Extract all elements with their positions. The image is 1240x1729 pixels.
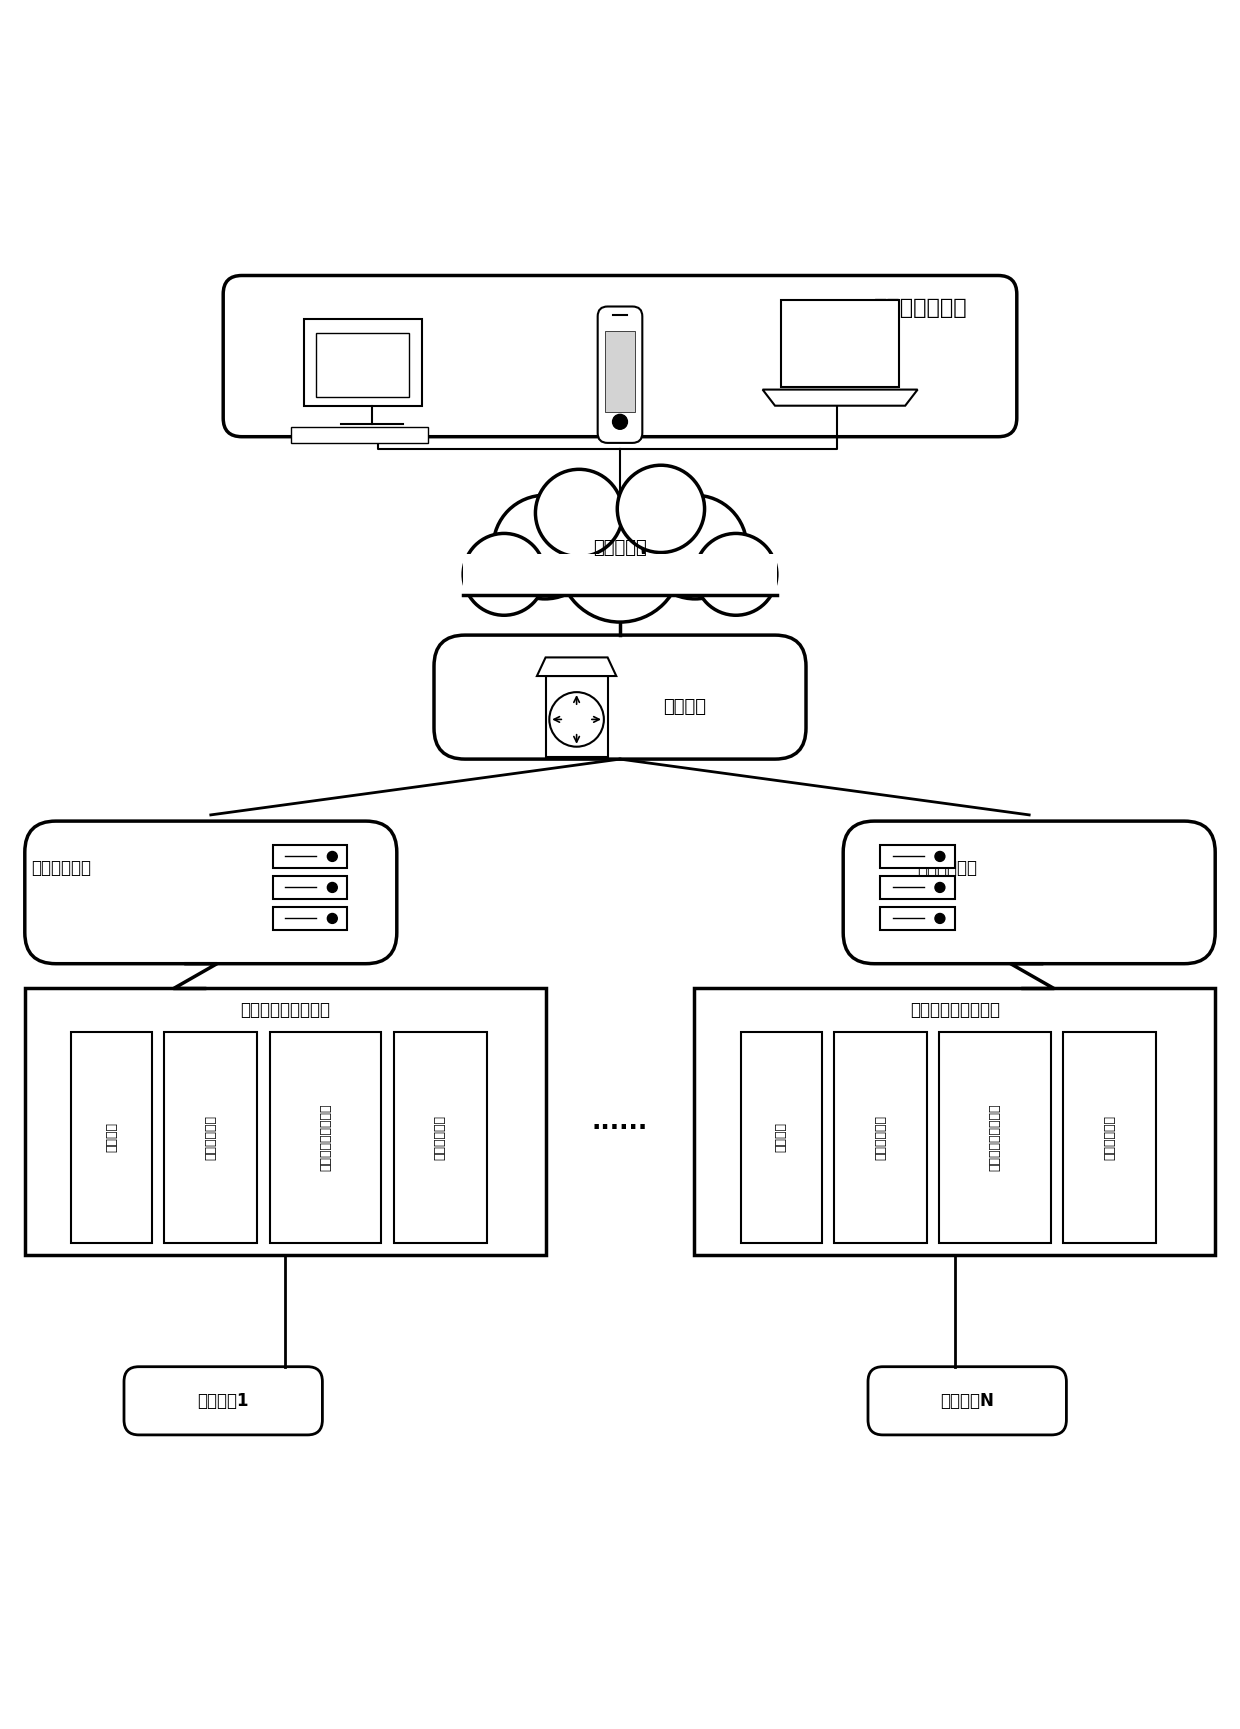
Circle shape — [618, 465, 704, 553]
Bar — [273, 877, 347, 899]
Bar — [880, 908, 955, 930]
FancyBboxPatch shape — [843, 821, 1215, 963]
Bar — [291, 427, 428, 443]
Text: ......: ...... — [591, 1110, 649, 1134]
Bar — [880, 877, 955, 899]
Text: 边缘计算设备: 边缘计算设备 — [31, 859, 91, 877]
Bar — [833, 1032, 926, 1243]
FancyBboxPatch shape — [598, 306, 642, 443]
Text: 云计算中心: 云计算中心 — [593, 539, 647, 557]
Bar — [164, 1032, 258, 1243]
Text: 电气系统参数: 电气系统参数 — [1104, 1115, 1116, 1160]
Bar — [304, 318, 422, 406]
Text: 游乐设备N: 游乐设备N — [940, 1392, 994, 1409]
Bar — [72, 1032, 153, 1243]
Circle shape — [327, 913, 337, 923]
Text: 游乐设备1: 游乐设备1 — [197, 1392, 249, 1409]
FancyBboxPatch shape — [868, 1366, 1066, 1435]
FancyBboxPatch shape — [25, 821, 397, 963]
FancyBboxPatch shape — [124, 1366, 322, 1435]
Circle shape — [327, 851, 337, 861]
Circle shape — [463, 534, 544, 616]
Bar — [273, 845, 347, 868]
FancyBboxPatch shape — [434, 635, 806, 759]
Text: 液压与气动系统参数: 液压与气动系统参数 — [988, 1103, 1002, 1171]
Bar — [940, 1032, 1050, 1243]
Text: 机械系统参数: 机械系统参数 — [205, 1115, 217, 1160]
Bar — [316, 332, 409, 398]
Bar — [463, 553, 776, 595]
Polygon shape — [537, 657, 616, 676]
Text: 液压与气动系统参数: 液压与气动系统参数 — [319, 1103, 332, 1171]
Text: 边缘计算设备: 边缘计算设备 — [918, 859, 977, 877]
Circle shape — [494, 494, 596, 598]
Circle shape — [536, 469, 622, 557]
Bar — [270, 1032, 381, 1243]
Text: 分布式数据采集系统: 分布式数据采集系统 — [910, 1001, 999, 1018]
Circle shape — [935, 913, 945, 923]
Circle shape — [558, 500, 682, 622]
Bar — [273, 908, 347, 930]
Bar — [394, 1032, 486, 1243]
Bar — [1063, 1032, 1156, 1243]
Circle shape — [549, 692, 604, 747]
Circle shape — [935, 882, 945, 892]
Circle shape — [696, 534, 776, 616]
Text: 分布式数据采集系统: 分布式数据采集系统 — [241, 1001, 330, 1018]
Bar — [546, 676, 608, 757]
Circle shape — [613, 415, 627, 429]
Bar — [742, 1032, 822, 1243]
Text: 运行参数: 运行参数 — [105, 1122, 118, 1152]
FancyBboxPatch shape — [223, 275, 1017, 437]
Polygon shape — [781, 301, 899, 387]
Bar — [694, 989, 1215, 1255]
Text: 管理和控制中心: 管理和控制中心 — [873, 297, 967, 318]
Circle shape — [935, 851, 945, 861]
Polygon shape — [763, 389, 918, 406]
Text: 核心网络: 核心网络 — [663, 699, 707, 716]
Text: 电气系统参数: 电气系统参数 — [434, 1115, 446, 1160]
Circle shape — [327, 882, 337, 892]
Circle shape — [644, 494, 746, 598]
Bar — [605, 332, 635, 412]
Text: 机械系统参数: 机械系统参数 — [874, 1115, 887, 1160]
Bar — [25, 989, 546, 1255]
Bar — [880, 845, 955, 868]
Text: 运行参数: 运行参数 — [775, 1122, 787, 1152]
